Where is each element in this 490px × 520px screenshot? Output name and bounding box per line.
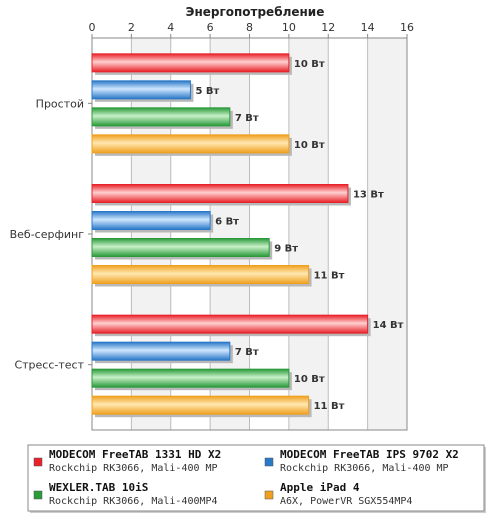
bar	[91, 134, 290, 154]
chart-title: Энергопотребление	[186, 5, 325, 19]
category-label: Простой	[36, 97, 84, 110]
bar-value-label: 10 Вт	[294, 140, 325, 151]
bar-value-label: 10 Вт	[294, 59, 325, 70]
bar	[91, 395, 310, 415]
bar-value-label: 7 Вт	[235, 113, 259, 124]
legend-series-name: MODECOM FreeTAB IPS 9702 X2	[280, 448, 459, 461]
bar	[91, 184, 349, 203]
category-label: Стресс-тест	[14, 359, 84, 372]
bar-value-label: 9 Вт	[274, 244, 298, 255]
x-tick-label: 8	[246, 21, 253, 34]
legend-series-name: WEXLER.TAB 10iS	[49, 481, 148, 494]
bar	[91, 53, 290, 73]
grid-band	[131, 38, 171, 430]
x-tick-label: 16	[400, 21, 414, 34]
bar-value-label: 7 Вт	[235, 347, 259, 358]
bar-value-label: 13 Вт	[353, 190, 384, 201]
bar	[91, 211, 211, 230]
legend-series-detail: A6X, PowerVR SGX554MP4	[280, 496, 412, 507]
x-tick-label: 0	[89, 21, 96, 34]
category-label: Веб-серфинг	[10, 228, 85, 241]
bar	[91, 314, 369, 334]
bar-value-label: 14 Вт	[373, 320, 404, 331]
bar	[91, 80, 191, 100]
bar	[91, 265, 310, 284]
legend-box	[27, 444, 485, 512]
grid-band	[288, 38, 329, 430]
bar	[91, 341, 231, 361]
legend-swatch	[33, 490, 43, 500]
legend-swatch	[264, 490, 274, 500]
bar-value-label: 11 Вт	[314, 401, 345, 412]
bar	[91, 368, 290, 388]
legend-swatch	[264, 457, 274, 467]
bar-value-label: 6 Вт	[215, 217, 239, 228]
bar-value-label: 5 Вт	[195, 86, 219, 97]
legend-series-detail: Rockchip RK3066, Mali-400MP4	[49, 496, 218, 507]
legend: MODECOM FreeTAB 1331 HD X2 Rockchip RK306…	[27, 444, 486, 513]
plot-area: 0 2 4 6 8 10 12 14 16 Простой 10 Вт 5 Вт 7 Вт 10 Вт Ве…	[10, 21, 414, 431]
legend-series-detail: Rockchip RK3066, Mali-400 MP	[280, 463, 449, 474]
x-tick-label: 10	[282, 21, 296, 34]
bar-value-label: 10 Вт	[294, 374, 325, 385]
x-tick-label: 12	[321, 21, 335, 34]
grid-band	[367, 38, 407, 430]
bar	[91, 107, 231, 127]
x-tick-label: 4	[167, 21, 174, 34]
legend-series-name: Apple iPad 4	[280, 481, 360, 494]
x-tick-label: 6	[207, 21, 214, 34]
legend-series-name: MODECOM FreeTAB 1331 HD X2	[49, 448, 221, 461]
bar	[91, 238, 270, 257]
grid-band	[210, 38, 250, 430]
legend-series-detail: Rockchip RK3066, Mali-400 MP	[49, 463, 218, 474]
x-tick-label: 14	[361, 21, 375, 34]
x-tick-label: 2	[128, 21, 135, 34]
legend-swatch	[33, 457, 43, 467]
bar-value-label: 11 Вт	[314, 271, 345, 282]
